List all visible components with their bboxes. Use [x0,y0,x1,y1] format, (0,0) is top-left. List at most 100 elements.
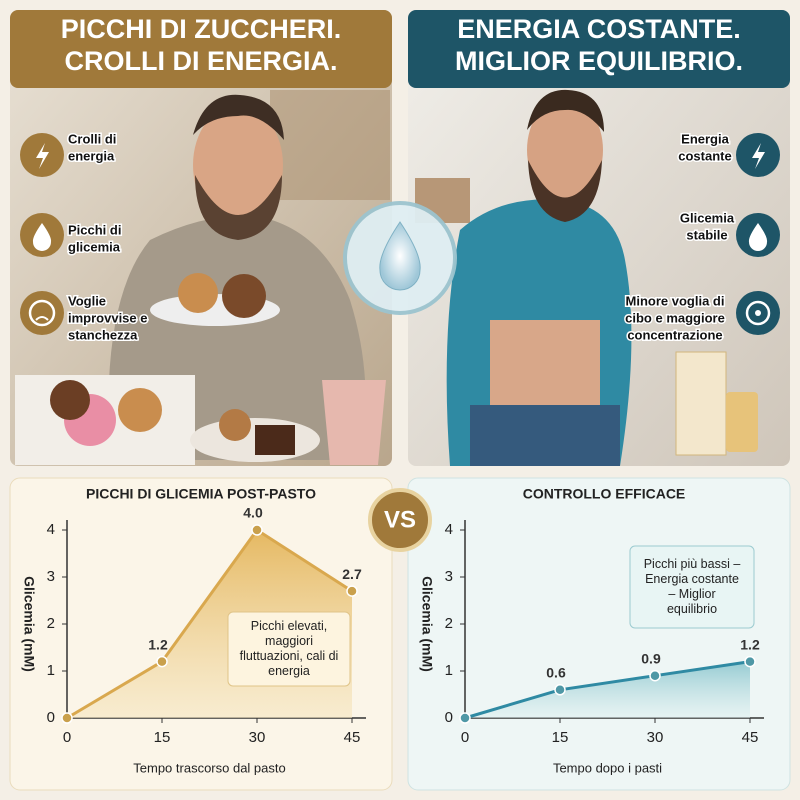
value-label: 1.2 [740,636,760,652]
x-tick-label: 0 [63,729,71,746]
point [346,585,358,597]
annotation-text: maggiori [265,634,313,648]
feature-text: Glicemia [680,210,735,225]
icon-glyph [35,316,49,321]
x-tick-label: 15 [154,729,171,746]
y-axis-label: Glicemia (mM) [21,576,37,672]
shelf [270,90,390,200]
icon-glyph [28,299,56,327]
header-text: ENERGIA COSTANTE. [457,14,741,44]
point [251,524,263,536]
person-head [193,105,283,225]
feature-text: glicemia [68,239,121,254]
feature-text: concentrazione [627,327,722,342]
feature-text: energia [68,148,115,163]
feature-text: cibo e maggiore [625,310,725,325]
point [459,712,471,724]
vs-text: VS [384,506,416,533]
annotation-text: Energia costante [645,572,739,586]
hair [193,94,284,140]
area [465,661,750,718]
x-tick-label: 0 [461,729,469,746]
feature-text: costante [678,148,731,163]
donut [222,274,266,318]
chart-title: PICCHI DI GLICEMIA POST-PASTO [86,486,316,502]
icon-cravings [20,291,64,335]
abdomen [490,320,600,410]
left-panel [10,10,392,466]
vs-badge [368,488,432,552]
icon-glyph [755,310,761,316]
y-tick-label: 3 [47,568,55,585]
line [464,660,751,720]
brownie [255,425,295,455]
icon-glyph [32,223,52,251]
drop [379,221,421,291]
x-tick-label: 45 [742,729,759,746]
beard [528,160,602,222]
annotation-box [227,611,351,687]
point [744,655,756,668]
value-label: 0.6 [546,665,566,681]
right-header [408,10,790,88]
donut-2 [118,388,162,432]
jeans [470,405,620,466]
y-tick-label: 2 [445,615,453,632]
header-text: MIGLIOR EQUILIBRIO. [455,46,743,76]
header-text: CROLLI DI ENERGIA. [64,46,337,76]
point [649,669,661,682]
y-tick-label: 0 [445,709,453,726]
feature-text: Voglie [68,293,106,308]
x-tick-label: 30 [249,729,266,746]
annotation-box [629,545,755,629]
person-head [527,98,603,202]
x-tick-label: 30 [647,729,664,746]
annotation-text: equilibrio [667,602,717,616]
y-tick-label: 0 [47,709,55,726]
x-tick-label: 45 [344,729,361,746]
icon-glyph [752,143,765,169]
y-tick-label: 2 [47,615,55,632]
point [156,655,168,668]
left-header [10,10,392,88]
feature-text: Minore voglia di [626,293,725,308]
pastry [178,273,218,313]
value-label: 0.9 [641,650,661,666]
annotation-text: – Miglior [668,587,715,601]
hair [527,89,604,132]
right-panel [408,10,790,466]
feature-text: Energia [681,131,729,146]
y-tick-label: 1 [445,662,453,679]
donut-3 [50,380,90,420]
annotation-text: Picchi elevati, [251,619,327,633]
header-text: PICCHI DI ZUCCHERI. [61,14,342,44]
x-axis-label: Tempo trascorso dal pasto [133,760,285,775]
feature-text: improvvise e [68,310,148,325]
y-tick-label: 3 [445,568,453,585]
value-label: 4.0 [243,505,263,521]
value-label: 2.7 [342,566,362,582]
line [66,527,353,720]
annotation-text: energia [268,664,310,678]
beard [195,175,282,240]
value-label: 1.2 [148,636,168,652]
point [61,712,73,724]
product-bottle [726,392,758,452]
x-tick-label: 15 [552,729,569,746]
annotation-text: Picchi più bassi – [644,557,741,571]
annotation-text: fluttuazioni, cali di [240,649,339,663]
feature-text: Crolli di [68,131,116,146]
milkshake [322,380,386,465]
cookie [219,409,251,441]
y-tick-label: 1 [47,662,55,679]
feature-text: Picchi di [68,222,121,237]
feature-text: stabile [686,227,727,242]
chart-title: CONTROLLO EFFICACE [523,486,686,502]
icon-glyph [748,223,768,251]
icon-glyph [745,300,771,326]
icon-glyph [36,143,49,169]
icons [20,133,780,335]
y-tick-label: 4 [445,521,453,538]
product-box [675,351,727,456]
